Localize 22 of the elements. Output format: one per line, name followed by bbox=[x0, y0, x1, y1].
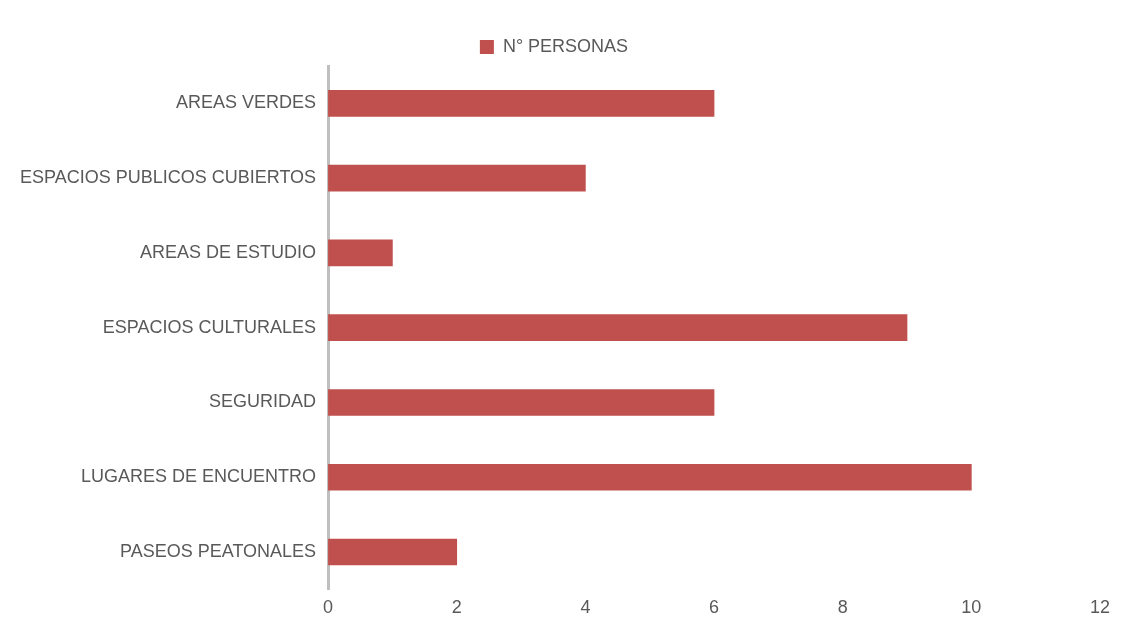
y-tick-label: LUGARES DE ENCUENTRO bbox=[81, 466, 317, 487]
bar bbox=[328, 389, 715, 416]
bar bbox=[328, 314, 908, 342]
y-tick-label: PASEOS PEATONALES bbox=[120, 540, 317, 561]
x-tick-label: 4 bbox=[580, 597, 591, 618]
y-tick-label: AREAS DE ESTUDIO bbox=[140, 241, 317, 262]
bar bbox=[328, 90, 715, 117]
legend-label: N° PERSONAS bbox=[502, 35, 629, 56]
bar bbox=[328, 164, 586, 192]
x-tick-label: 2 bbox=[451, 597, 462, 618]
x-tick-label: 0 bbox=[323, 597, 334, 618]
x-tick-label: 6 bbox=[709, 597, 720, 618]
y-tick-label: ESPACIOS CULTURALES bbox=[102, 316, 317, 337]
x-tick-label: 10 bbox=[961, 597, 982, 618]
x-tick-label: 12 bbox=[1089, 597, 1111, 618]
bar bbox=[328, 463, 972, 491]
y-tick-label: SEGURIDAD bbox=[209, 391, 317, 412]
y-tick-label: AREAS VERDES bbox=[176, 92, 317, 113]
bar bbox=[328, 239, 393, 267]
x-tick-label: 8 bbox=[837, 597, 848, 618]
y-tick-label: ESPACIOS PUBLICOS CUBIERTOS bbox=[19, 167, 317, 188]
bar bbox=[328, 538, 458, 566]
